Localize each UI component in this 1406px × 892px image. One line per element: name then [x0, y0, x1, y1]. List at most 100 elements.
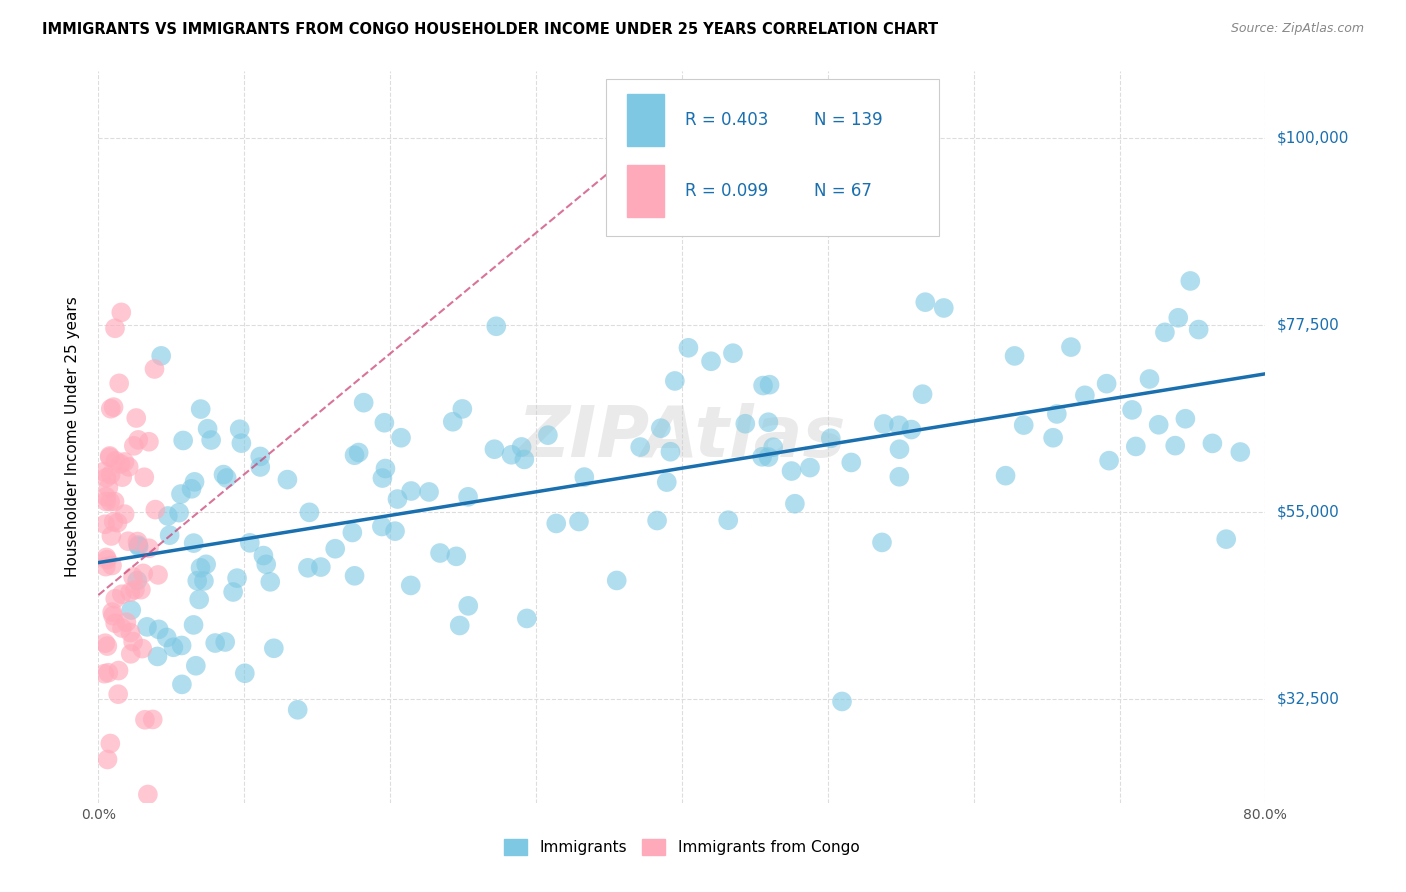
Point [226, 571, 249, 585]
Point [1180, 274, 1202, 288]
Point [96, 470, 118, 484]
Point [343, 569, 366, 583]
Point [167, 506, 190, 520]
Point [1201, 436, 1223, 450]
Point [159, 528, 181, 542]
Point [150, 349, 173, 363]
Point [204, 636, 226, 650]
Point [96, 550, 118, 565]
Point [252, 549, 274, 563]
Point [107, 664, 129, 678]
Point [183, 618, 205, 632]
Point [889, 469, 911, 483]
Point [911, 387, 934, 401]
Text: ZIPAtlas: ZIPAtlas [517, 402, 846, 472]
Point [129, 582, 152, 597]
Point [1042, 431, 1064, 445]
Point [1139, 372, 1161, 386]
Point [114, 455, 136, 469]
Point [127, 538, 149, 552]
Point [110, 457, 132, 471]
Point [700, 354, 723, 368]
Point [110, 305, 132, 319]
Point [820, 431, 842, 445]
Point [93, 666, 115, 681]
Point [323, 541, 346, 556]
Bar [627, 95, 665, 146]
Point [104, 616, 127, 631]
Point [212, 467, 235, 482]
Point [1154, 326, 1177, 340]
Point [628, 440, 651, 454]
Point [231, 436, 253, 450]
Point [932, 301, 955, 315]
Point [1012, 418, 1035, 433]
Point [98, 494, 121, 508]
Point [249, 450, 271, 464]
Point [758, 377, 780, 392]
Point [122, 570, 145, 584]
Point [574, 470, 596, 484]
Point [186, 574, 208, 588]
Point [146, 568, 169, 582]
Point [276, 473, 298, 487]
Point [128, 540, 150, 554]
Text: N = 67: N = 67 [814, 182, 872, 200]
Point [516, 611, 538, 625]
Point [1060, 340, 1083, 354]
Point [143, 502, 166, 516]
Point [297, 561, 319, 575]
Point [429, 546, 451, 560]
Point [111, 470, 134, 484]
Point [156, 508, 179, 523]
Point [96, 752, 118, 766]
Point [124, 582, 146, 597]
Point [103, 400, 125, 414]
Point [484, 442, 506, 457]
Point [389, 431, 412, 445]
Point [914, 295, 936, 310]
Point [298, 505, 321, 519]
Point [188, 592, 211, 607]
Point [751, 450, 773, 464]
Point [399, 578, 422, 592]
Point [446, 549, 468, 564]
Point [184, 658, 207, 673]
Point [721, 346, 744, 360]
Point [103, 515, 125, 529]
Point [100, 529, 122, 543]
Point [94, 517, 117, 532]
Point [156, 631, 179, 645]
Point [131, 641, 153, 656]
Point [1074, 388, 1097, 402]
Point [94, 490, 117, 504]
Point [1121, 403, 1143, 417]
Point [371, 519, 394, 533]
Point [374, 461, 396, 475]
Point [1125, 439, 1147, 453]
Point [1215, 532, 1237, 546]
Point [347, 445, 370, 459]
Point [783, 497, 806, 511]
Point [101, 605, 124, 619]
Point [127, 534, 149, 549]
Point [214, 635, 236, 649]
Point [115, 615, 138, 630]
Point [780, 464, 803, 478]
Point [1164, 439, 1187, 453]
Bar [627, 165, 665, 217]
Point [994, 468, 1017, 483]
Point [568, 515, 591, 529]
Point [94, 494, 117, 508]
Point [98, 450, 121, 465]
Point [457, 490, 479, 504]
Point [103, 494, 125, 508]
Point [125, 411, 148, 425]
Point [1147, 417, 1170, 432]
Point [228, 422, 250, 436]
Y-axis label: Householder Income Under 25 years: Householder Income Under 25 years [65, 297, 80, 577]
Point [142, 713, 165, 727]
Point [170, 487, 193, 501]
Point [1098, 453, 1121, 467]
Point [510, 440, 533, 454]
